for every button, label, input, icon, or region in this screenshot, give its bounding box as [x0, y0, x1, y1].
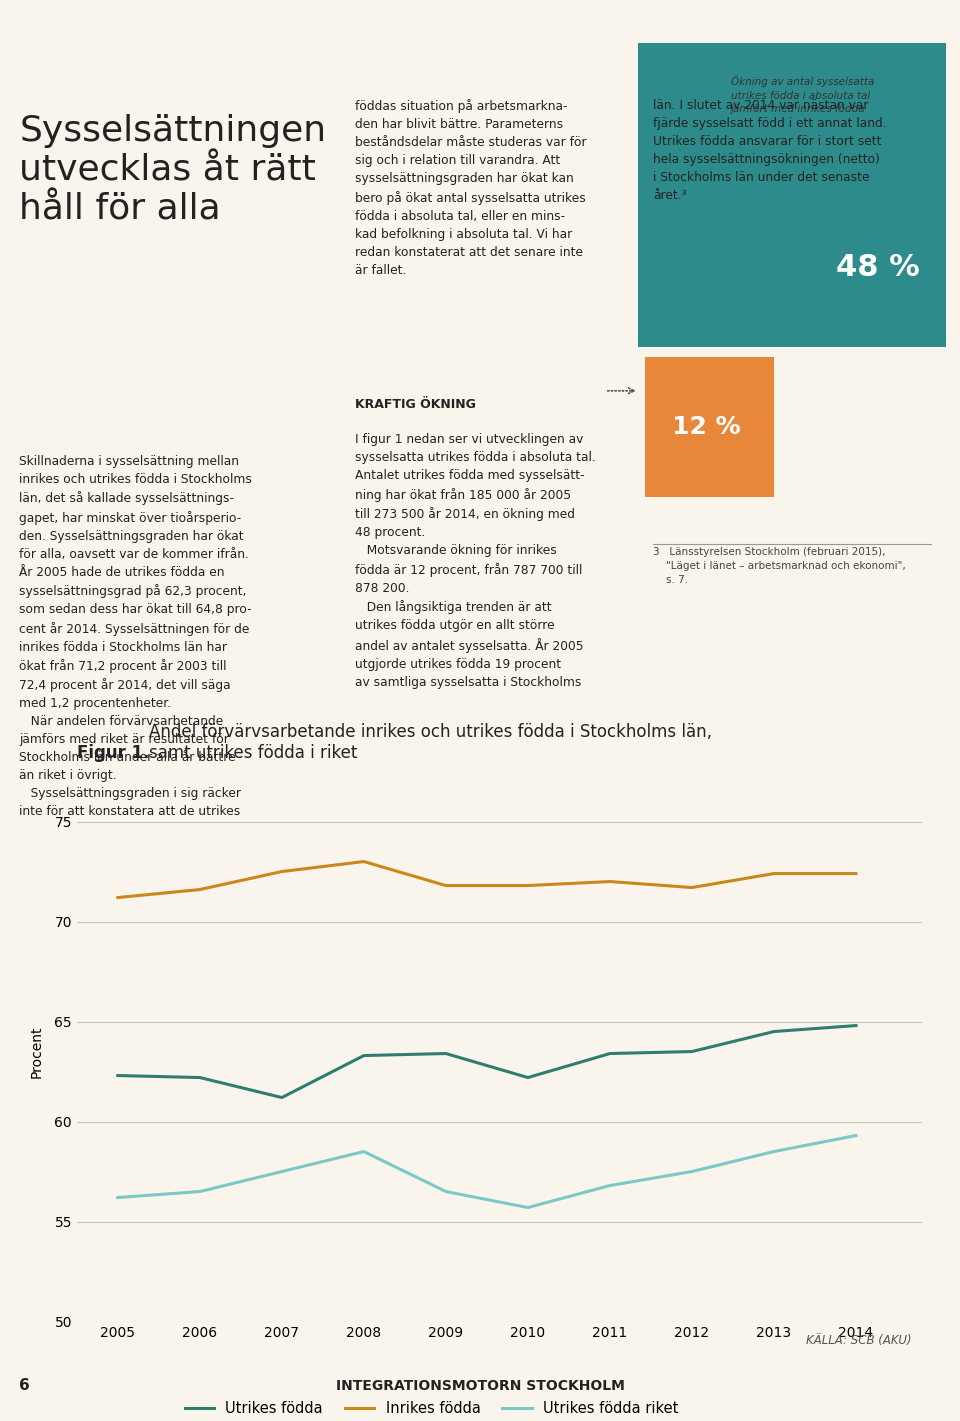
Text: INTEGRATIONSMOTORN STOCKHOLM: INTEGRATIONSMOTORN STOCKHOLM: [336, 1378, 624, 1393]
Text: 3   Länsstyrelsen Stockholm (februari 2015),
    "Läget i länet – arbetsmarknad : 3 Länsstyrelsen Stockholm (februari 2015…: [653, 547, 905, 585]
Y-axis label: Procent: Procent: [29, 1026, 43, 1077]
Text: 6: 6: [19, 1377, 30, 1393]
Legend: Utrikes födda, Inrikes födda, Utrikes födda riket: Utrikes födda, Inrikes födda, Utrikes fö…: [179, 1395, 684, 1421]
Text: 12 %: 12 %: [672, 415, 740, 439]
Text: Sysselsättningen
utvecklas åt rätt
håll för alla: Sysselsättningen utvecklas åt rätt håll …: [19, 114, 326, 226]
Text: 48 %: 48 %: [836, 253, 920, 283]
FancyBboxPatch shape: [644, 357, 774, 497]
Text: föddas situation på arbetsmarkna-
den har blivit bättre. Parameterns
beståndsdel: föddas situation på arbetsmarkna- den ha…: [355, 99, 587, 277]
Text: län. I slutet av 2014 var nästan var
fjärde sysselsatt född i ett annat land.
Ut: län. I slutet av 2014 var nästan var fjä…: [653, 99, 886, 202]
FancyBboxPatch shape: [638, 43, 946, 348]
Text: KÄLLA: SCB (AKU): KÄLLA: SCB (AKU): [806, 1334, 912, 1347]
Text: KRAFTIG ÖKNING: KRAFTIG ÖKNING: [355, 398, 476, 411]
Text: I figur 1 nedan ser vi utvecklingen av
sysselsatta utrikes födda i absoluta tal.: I figur 1 nedan ser vi utvecklingen av s…: [355, 433, 596, 689]
Text: Skillnaderna i sysselsättning mellan
inrikes och utrikes födda i Stockholms
län,: Skillnaderna i sysselsättning mellan inr…: [19, 455, 252, 818]
Text: Ökning av antal sysselsatta
utrikes födda i absoluta tal
jämfört med inrikes föd: Ökning av antal sysselsatta utrikes född…: [731, 75, 874, 114]
Text: Figur 1.: Figur 1.: [77, 743, 150, 762]
Text: Andel förvärvsarbetande inrikes och utrikes födda i Stockholms län,
samt utrikes: Andel förvärvsarbetande inrikes och utri…: [149, 723, 711, 762]
